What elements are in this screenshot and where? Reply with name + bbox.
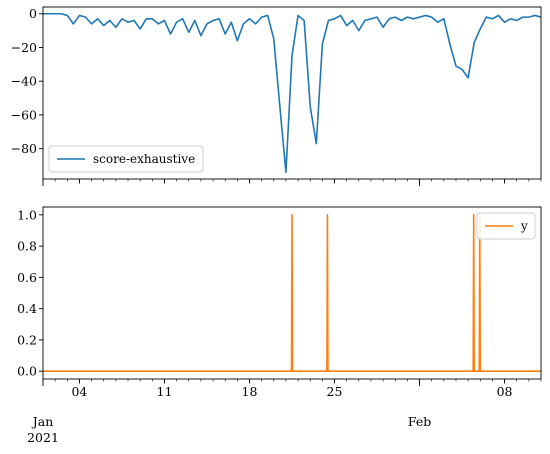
legend-label: y: [520, 219, 528, 233]
y-tick-label: −80: [11, 141, 37, 156]
y-tick-label: 0.8: [17, 239, 37, 254]
series-line-score-exhaustive: [43, 12, 542, 174]
y-tick-label: −40: [11, 74, 37, 89]
legend-label: score-exhaustive: [93, 152, 195, 166]
y-tick-label: 0.2: [17, 332, 37, 347]
panel-2: 0.0 0.2 0.4 0.6 0.8 1.0 04 11 18 25 08 Jan Feb 2021 y: [17, 206, 542, 445]
x-year-label: 2021: [27, 430, 59, 445]
x-tick-label: 04: [71, 384, 87, 399]
x-tick-label: 11: [157, 384, 173, 399]
x-tick-label: 08: [497, 384, 513, 399]
y-tick-label: 1.0: [17, 207, 37, 222]
x-tick-label: 18: [242, 384, 258, 399]
legend: y: [476, 212, 536, 240]
axes-frame: [42, 206, 542, 380]
y-tick-label: −20: [11, 40, 37, 55]
series-line-y: [43, 214, 541, 372]
legend: score-exhaustive: [48, 145, 204, 173]
panel-1: 0 −20 −40 −60 −80 score-exhaustive: [11, 6, 542, 186]
y-tick-label: −60: [11, 107, 37, 122]
x-month-label: Jan: [31, 414, 54, 429]
axes-frame: [42, 6, 542, 180]
y-tick-label: 0.0: [17, 364, 37, 379]
x-tick-label: 25: [327, 384, 343, 399]
y-tick-label: 0.4: [17, 301, 37, 316]
y-tick-label: 0: [29, 6, 37, 21]
x-month-label: Feb: [408, 414, 431, 429]
y-tick-label: 0.6: [17, 270, 37, 285]
legend-box: [48, 145, 204, 173]
